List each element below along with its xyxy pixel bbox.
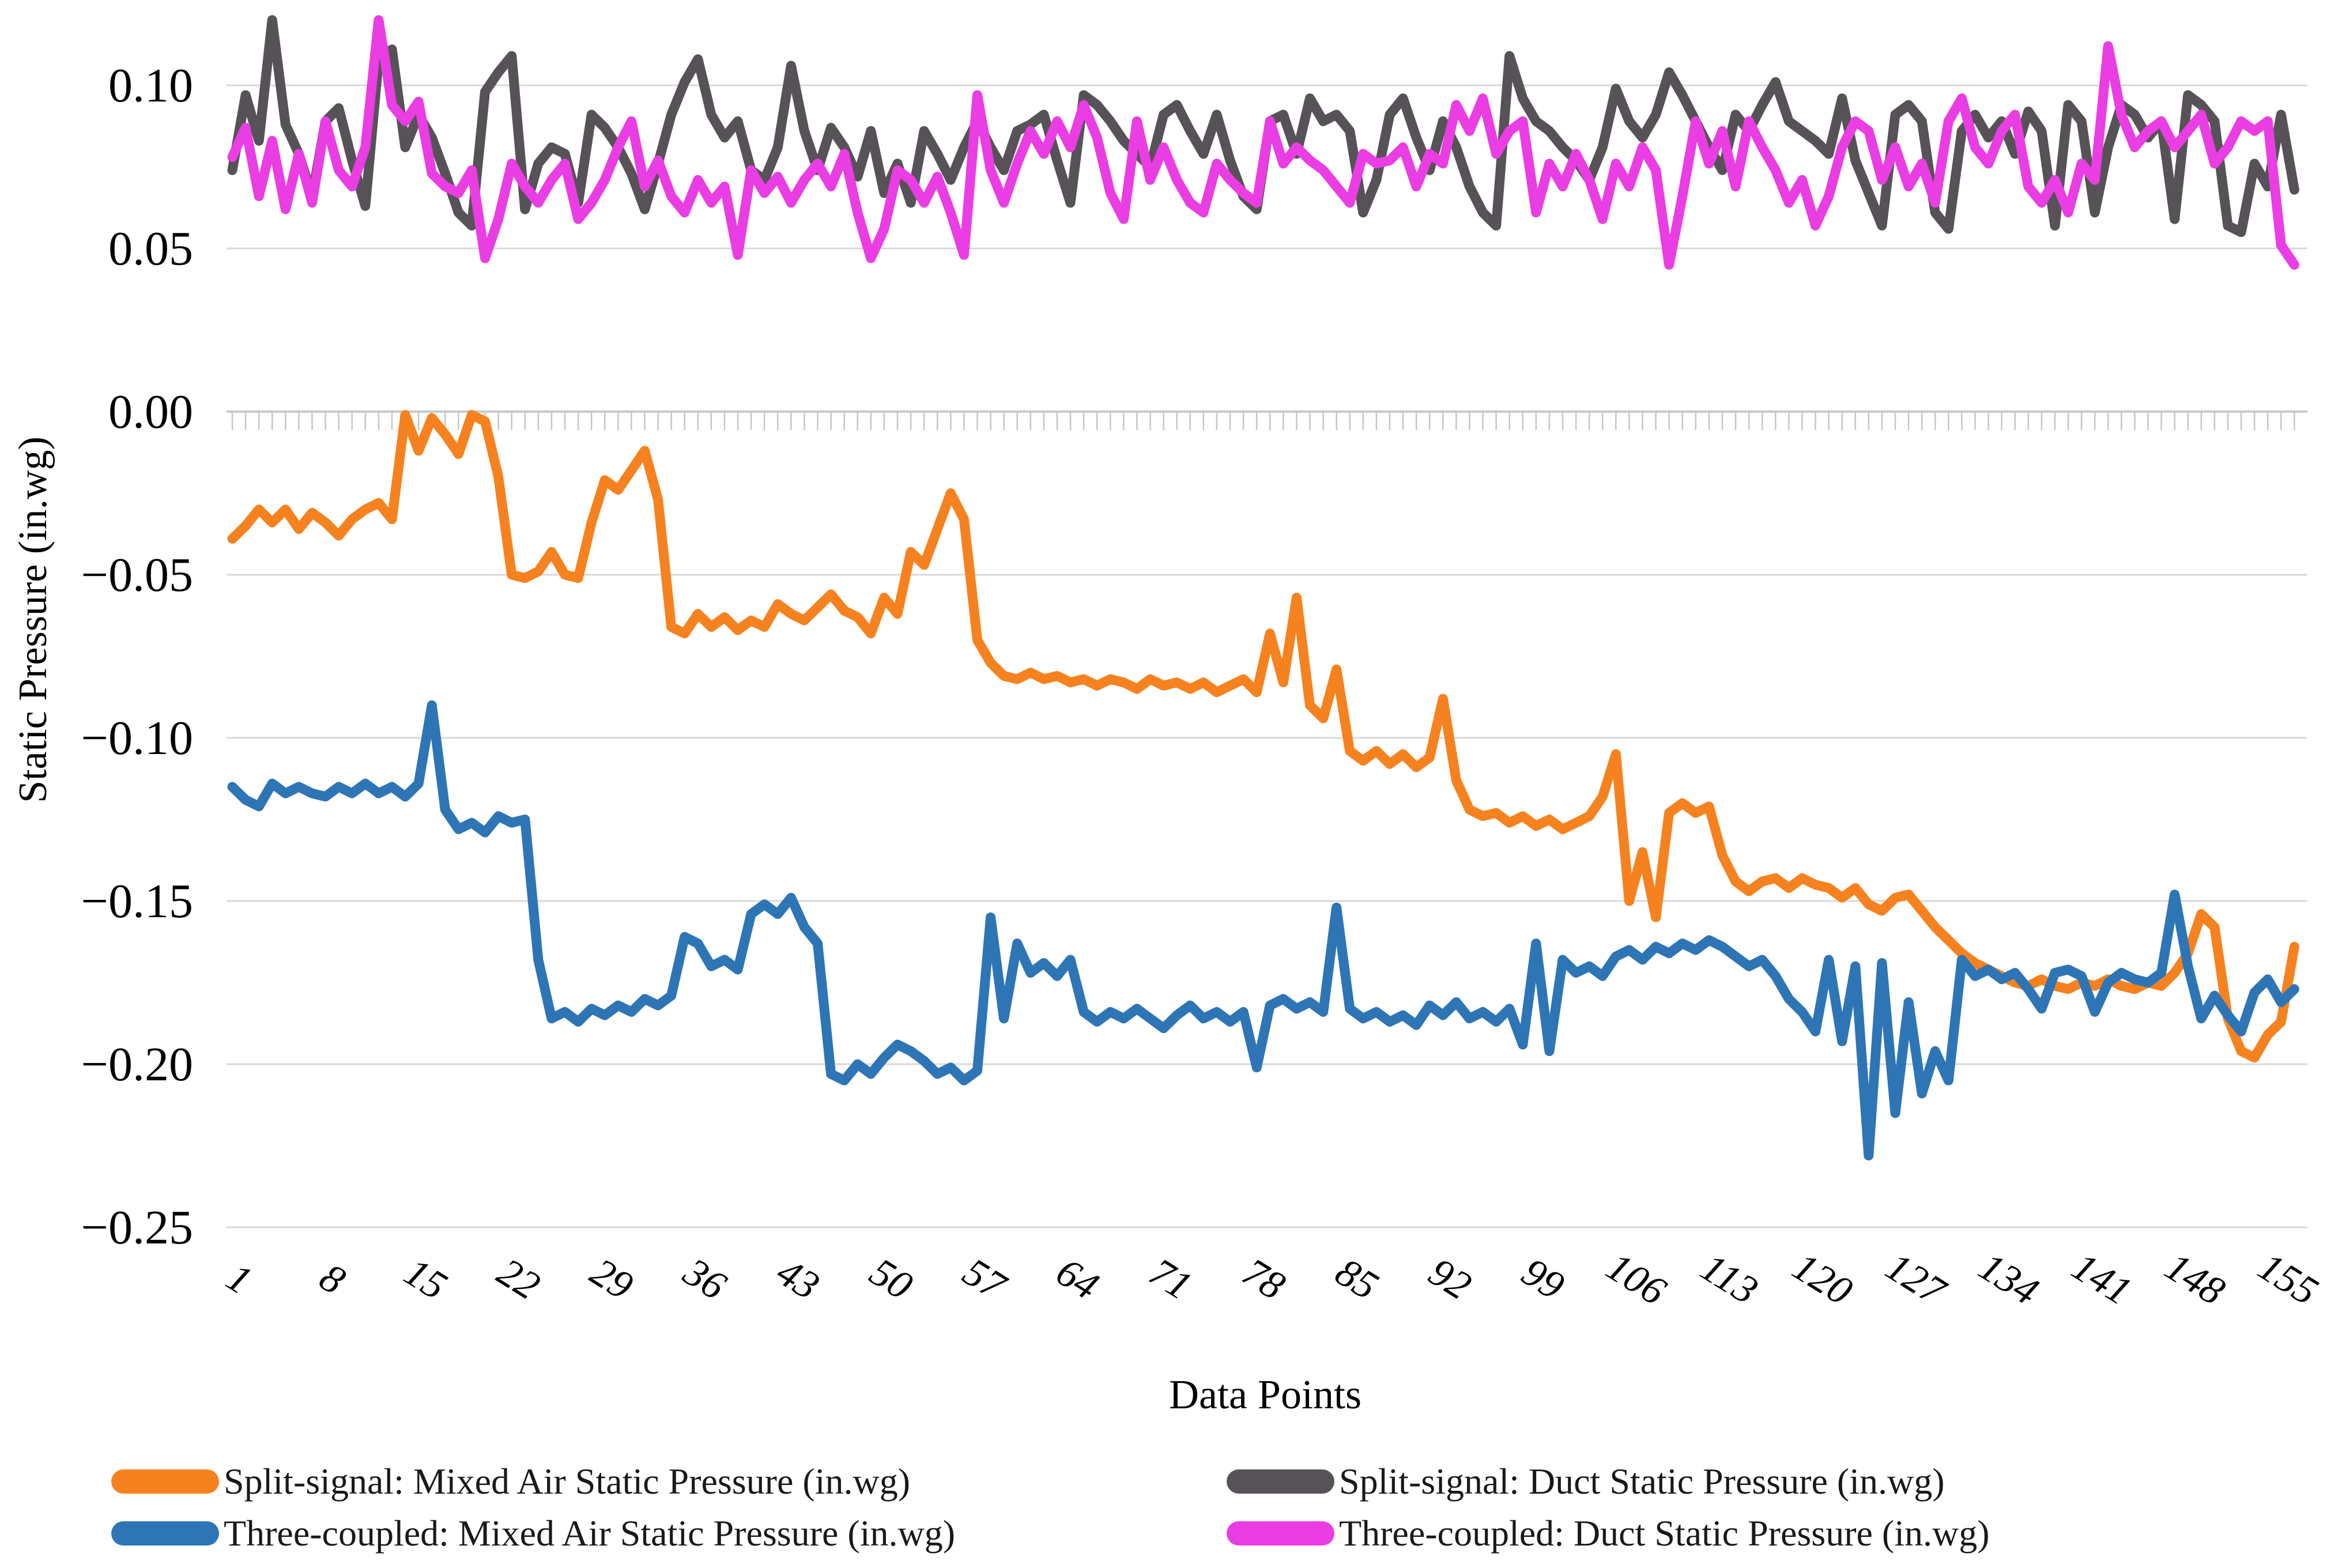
x-tick-label: 155 xyxy=(2250,1244,2325,1314)
x-tick-labels: 1 8 15 22 29 36 43 50 57 64 71 78 85 92 99 106 113 120 127… xyxy=(219,1244,2325,1315)
x-tick-label: 43 xyxy=(769,1250,827,1309)
x-tick-label: 64 xyxy=(1049,1250,1106,1309)
x-tick-label: 36 xyxy=(676,1249,734,1309)
x-tick-label: 57 xyxy=(955,1250,1014,1310)
x-tick-label: 127 xyxy=(1878,1244,1954,1315)
x-tick-label: 134 xyxy=(1971,1244,2046,1314)
x-tick-label: 22 xyxy=(490,1250,548,1309)
x-tick-label: 92 xyxy=(1421,1250,1479,1309)
x-tick-label: 78 xyxy=(1235,1250,1292,1309)
y-tick-label: −0.10 xyxy=(81,711,193,765)
y-tick-label: −0.25 xyxy=(81,1201,193,1254)
y-tick-label: −0.15 xyxy=(81,875,193,928)
y-axis-title: Static Pressure (in.wg) xyxy=(11,436,55,803)
x-axis-title: Data Points xyxy=(1169,1371,1361,1418)
y-tick-label: −0.05 xyxy=(81,548,193,602)
x-tick-label: 99 xyxy=(1514,1250,1572,1309)
y-tick-label: 0.05 xyxy=(108,222,193,276)
x-tick-label: 141 xyxy=(2064,1244,2139,1314)
x-tick-label: 29 xyxy=(583,1250,640,1309)
series-line-split-mixed xyxy=(227,410,2299,1063)
x-tick-label: 106 xyxy=(1598,1244,1673,1314)
y-tick-label: 0.00 xyxy=(108,385,193,439)
series-line-three-duct xyxy=(227,15,2299,270)
x-tick-label: 71 xyxy=(1141,1250,1199,1309)
x-tick-label: 8 xyxy=(312,1255,352,1303)
y-tick-labels: 0.10 0.05 0.00 −0.05 −0.10 −0.15 −0.20 −0.25 xyxy=(81,59,193,1254)
x-tick-label: 1 xyxy=(219,1255,259,1303)
x-tick-label: 120 xyxy=(1785,1244,1860,1314)
y-tick-label: 0.10 xyxy=(108,59,193,112)
y-tick-label: −0.20 xyxy=(81,1038,193,1091)
x-tick-label: 50 xyxy=(862,1250,920,1309)
category-axis-ticks xyxy=(231,412,2295,430)
x-tick-label: 85 xyxy=(1328,1250,1386,1309)
x-tick-label: 15 xyxy=(397,1250,454,1309)
x-tick-label: 113 xyxy=(1693,1245,1765,1313)
x-tick-label: 148 xyxy=(2158,1244,2232,1314)
series-line-three-mixed xyxy=(227,700,2299,1160)
